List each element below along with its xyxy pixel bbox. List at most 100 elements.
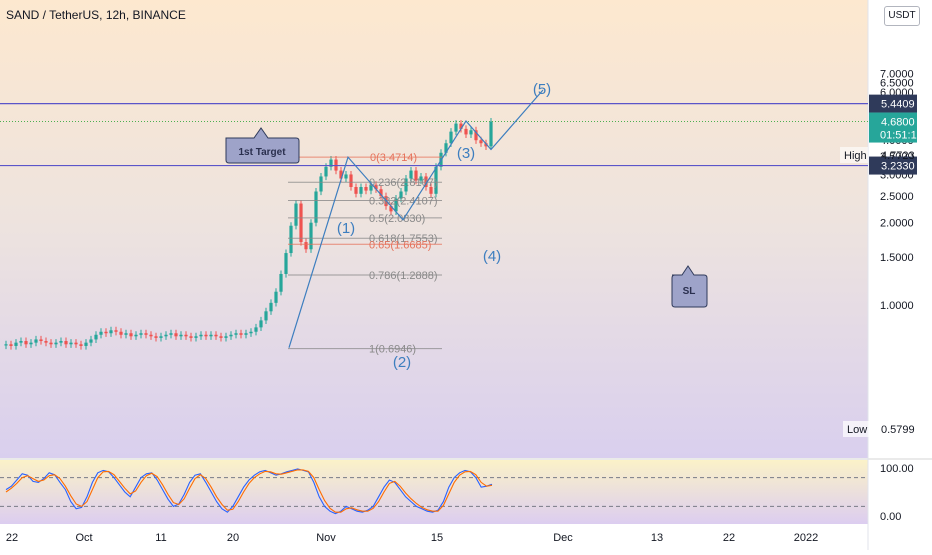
axis-background: [868, 0, 932, 550]
candle-body: [124, 333, 128, 335]
wave-label: (1): [337, 220, 355, 237]
candle-body: [79, 344, 83, 346]
candle-body: [154, 336, 158, 338]
target-price-tag: [869, 94, 917, 113]
stoch-group: [0, 468, 868, 515]
time-tick-label: 22: [6, 532, 18, 544]
candle-body: [294, 203, 298, 226]
candle-body: [229, 334, 233, 337]
candle-body: [479, 140, 483, 144]
axis-group: 7.00006.50006.00005.50004.00003.50003.00…: [6, 69, 923, 544]
candle-body: [29, 342, 33, 345]
candle-body: [104, 331, 108, 334]
candle-body: [354, 187, 358, 194]
lines-group: 0(3.4714) 0.236(2.8107) 0.382(2.4107) 0.5(2…: [0, 81, 868, 371]
stoch-tick-label: 100.00: [880, 463, 914, 475]
candle-body: [144, 333, 148, 335]
candle-body: [379, 189, 383, 197]
indicator-pane-background: [0, 460, 868, 524]
candle-body: [414, 170, 418, 181]
time-tick-label: 15: [431, 532, 443, 544]
price-tick-label: 6.5000: [880, 77, 914, 89]
candle-body: [114, 330, 118, 332]
wave-label: (5): [533, 81, 551, 98]
low-label: Low: [847, 424, 867, 436]
candle-body: [279, 273, 283, 292]
candle-body: [469, 130, 473, 135]
candle-body: [364, 187, 368, 191]
price-tick-label: 7.0000: [880, 69, 914, 81]
time-tick-label: 13: [651, 532, 663, 544]
high-value: 4.7723: [881, 150, 915, 162]
target-price-value: 5.4409: [881, 99, 915, 111]
candle-body: [39, 339, 43, 342]
candle-body: [374, 184, 378, 190]
candle-body: [484, 143, 488, 147]
candle-body: [349, 174, 353, 188]
candle-body: [444, 143, 448, 153]
candle-body: [464, 128, 468, 135]
candle-body: [194, 336, 198, 338]
countdown-value: 01:51:10: [880, 130, 923, 142]
candle-body: [324, 166, 328, 177]
candle-body: [134, 334, 138, 337]
candle-body: [9, 344, 13, 346]
time-tick-label: Dec: [553, 532, 573, 544]
candle-body: [34, 339, 38, 343]
candle-body: [249, 331, 253, 334]
wave-label: (2): [393, 354, 411, 371]
candle-body: [159, 336, 163, 338]
candle-body: [94, 334, 98, 340]
high-label: High: [844, 150, 867, 162]
stoch-series-line: [5, 468, 493, 515]
time-tick-label: 22: [723, 532, 735, 544]
candle-body: [14, 342, 18, 346]
candle-body: [449, 131, 453, 144]
candle-body: [209, 334, 213, 337]
candle-body: [419, 176, 423, 181]
fib-level-label: 0.5(2.0830): [369, 213, 425, 225]
candle-body: [284, 253, 288, 274]
low-label-bg: [843, 421, 917, 437]
price-tick-label: 1.0000: [880, 300, 914, 312]
target-callout: 1st Target: [225, 127, 300, 164]
candle-body: [319, 176, 323, 192]
candle-body: [389, 206, 393, 212]
candle-body: [224, 336, 228, 338]
candle-body: [69, 342, 73, 345]
candle-body: [219, 336, 223, 338]
candle-body: [24, 341, 28, 345]
candle-body: [189, 336, 193, 338]
candle-body: [329, 159, 333, 167]
candle-body: [169, 333, 173, 335]
candle-body: [299, 203, 303, 243]
wave-label: (4): [483, 248, 501, 265]
candle-body: [49, 342, 53, 345]
stop-callout-label: SL: [683, 286, 696, 297]
fib-level-label: 0.65(1.6685): [369, 239, 431, 251]
candle-body: [404, 178, 408, 192]
symbol-title: SAND / TetherUS, 12h, BINANCE: [6, 8, 186, 22]
time-axis-background: [0, 524, 868, 550]
candle-body: [344, 174, 348, 179]
stoch-series-line: [5, 469, 493, 513]
candle-body: [459, 123, 463, 129]
candle-body: [244, 333, 248, 335]
candle-body: [239, 333, 243, 335]
candle-body: [89, 339, 93, 343]
fib-level-label: 0.382(2.4107): [369, 195, 438, 207]
candle-body: [4, 344, 8, 346]
candle-body: [164, 334, 168, 337]
candle-body: [269, 302, 273, 312]
price-tick-label: 2.0000: [880, 218, 914, 230]
candle-body: [214, 334, 218, 337]
price-tick-label: 1.5000: [880, 252, 914, 264]
currency-button[interactable]: USDT: [884, 6, 920, 26]
stop-price-tag: [869, 156, 917, 175]
candle-body: [399, 191, 403, 199]
candle-body: [434, 166, 438, 194]
target-callout-label: 1st Target: [238, 147, 286, 158]
fib-level-label: 0.618(1.7553): [369, 233, 438, 245]
candle-body: [139, 333, 143, 335]
